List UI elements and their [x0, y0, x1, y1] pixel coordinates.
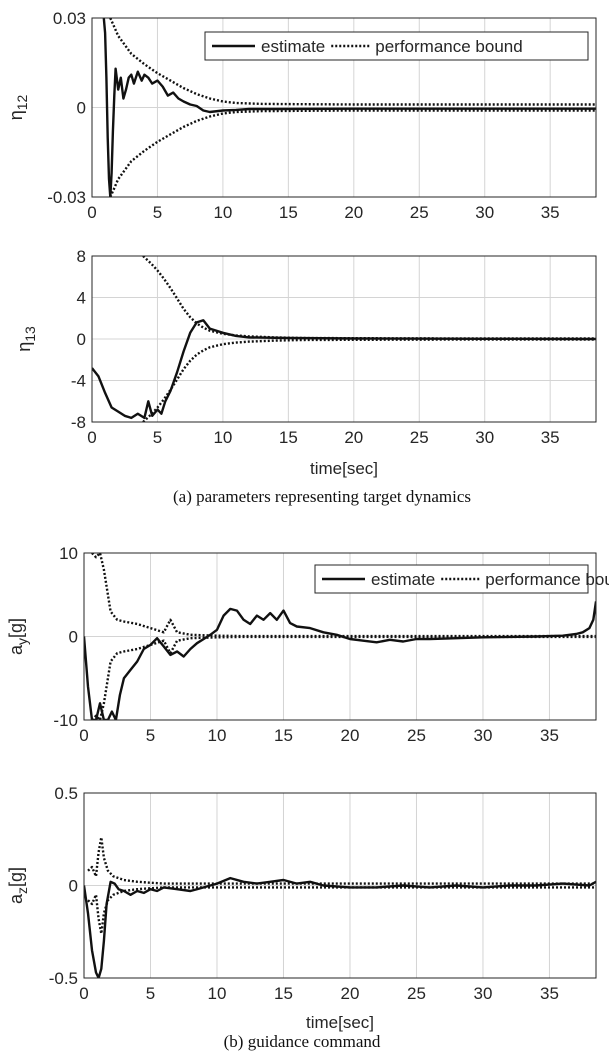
x-tick-label: 15: [274, 984, 293, 1003]
x-tick-label: 25: [407, 984, 426, 1003]
y-label-unit: [g]: [6, 618, 26, 638]
y-axis-label: az[g]: [6, 867, 30, 904]
chart-panel-4: 0 5 10 15 20 25 30 35-0.500.5az[g]time[sec]: [6, 784, 597, 1032]
lower-bound-line: [87, 886, 596, 935]
series-group: [92, 256, 596, 422]
caption-b: (b) guidance command: [224, 1032, 381, 1051]
y-tick-label: -0.5: [49, 969, 78, 988]
y-label-symbol: a: [6, 893, 26, 904]
legend: estimate performance bound: [314, 564, 609, 594]
x-tick-label: 10: [213, 203, 232, 222]
lower-bound-line: [109, 109, 596, 197]
x-tick-label: 30: [474, 984, 493, 1003]
y-tick-label: 0: [69, 628, 78, 647]
y-tick-label: 0: [69, 877, 78, 896]
x-tick-label: 35: [540, 984, 559, 1003]
x-tick-label: 5: [146, 726, 155, 745]
y-label-symbol: a: [6, 644, 26, 655]
axes-frame: [83, 792, 597, 979]
x-tick-label: 20: [344, 428, 363, 447]
legend-box: [204, 31, 589, 61]
y-tick-label: 10: [59, 544, 78, 563]
x-tick-label: 30: [475, 428, 494, 447]
x-tick-label: 10: [208, 726, 227, 745]
x-tick-label: 10: [213, 428, 232, 447]
axes-frame: [91, 17, 597, 198]
x-tick-label: 5: [146, 984, 155, 1003]
y-tick-label: 0: [77, 330, 86, 349]
x-tick-label: 25: [407, 726, 426, 745]
x-tick-label: 15: [279, 428, 298, 447]
y-label-symbol: η: [6, 110, 26, 120]
lower-bound-line: [91, 635, 596, 720]
y-label-subscript: z: [14, 887, 30, 894]
x-tick-label: 20: [341, 984, 360, 1003]
x-tick-label: 35: [540, 726, 559, 745]
x-tick-label: 35: [541, 428, 560, 447]
x-tick-label: 20: [341, 726, 360, 745]
x-tick-label: 10: [208, 984, 227, 1003]
legend-bound-label: performance bound: [485, 570, 609, 589]
x-tick-label: 0: [87, 428, 96, 447]
x-axis-label: time[sec]: [310, 459, 378, 478]
x-tick-label: 0: [87, 203, 96, 222]
y-tick-label: 4: [77, 289, 86, 308]
y-tick-label: -10: [53, 711, 78, 730]
x-tick-label: 25: [410, 428, 429, 447]
x-tick-label: 20: [344, 203, 363, 222]
series-group: [84, 836, 596, 978]
upper-bound-line: [142, 256, 596, 340]
upper-bound-line: [109, 18, 596, 106]
estimate-line: [84, 601, 596, 720]
x-tick-label: 5: [153, 428, 162, 447]
x-tick-label: 25: [410, 203, 429, 222]
series-group: [84, 553, 596, 720]
x-tick-label: 35: [541, 203, 560, 222]
upper-bound-line: [87, 836, 596, 885]
x-tick-label: 15: [274, 726, 293, 745]
x-tick-label: 30: [475, 203, 494, 222]
estimate-line: [84, 876, 596, 978]
axes-frame: [91, 255, 597, 423]
legend-estimate-label: estimate: [371, 570, 435, 589]
x-tick-label: 5: [153, 203, 162, 222]
lower-bound-line: [142, 338, 596, 422]
y-axis-label: η12: [6, 94, 30, 120]
y-axis-label: ay[g]: [6, 618, 30, 655]
y-tick-label: 0.5: [54, 784, 78, 803]
y-tick-label: -8: [71, 413, 86, 432]
upper-bound-line: [91, 553, 596, 638]
y-label-subscript: 12: [14, 94, 30, 110]
y-tick-label: 0: [77, 99, 86, 118]
estimate-line: [102, 18, 596, 197]
legend: estimate performance bound: [204, 31, 589, 61]
y-tick-label: -0.03: [47, 188, 86, 207]
x-tick-label: 15: [279, 203, 298, 222]
y-tick-label: 0.03: [53, 9, 86, 28]
y-label-subscript: 13: [22, 326, 38, 342]
y-tick-label: -4: [71, 372, 86, 391]
y-label-subscript: y: [14, 638, 30, 645]
y-tick-label: 8: [77, 247, 86, 266]
legend-estimate-label: estimate: [261, 37, 325, 56]
y-label-unit: [g]: [6, 867, 26, 887]
y-label-symbol: η: [14, 342, 34, 352]
series-group: [102, 18, 596, 197]
chart-panel-2: 0 5 10 15 20 25 30 35 -8 -4 0 4 8 η13 time[sec]: [14, 247, 597, 478]
legend-bound-label: performance bound: [375, 37, 522, 56]
y-axis-label: η13: [14, 326, 38, 352]
estimate-line: [92, 319, 596, 420]
x-tick-label: 0: [79, 984, 88, 1003]
x-tick-label: 0: [79, 726, 88, 745]
caption-a: (a) parameters representing target dynam…: [173, 487, 471, 506]
x-axis-label: time[sec]: [306, 1013, 374, 1032]
x-tick-label: 30: [474, 726, 493, 745]
axes-frame: [83, 552, 597, 721]
